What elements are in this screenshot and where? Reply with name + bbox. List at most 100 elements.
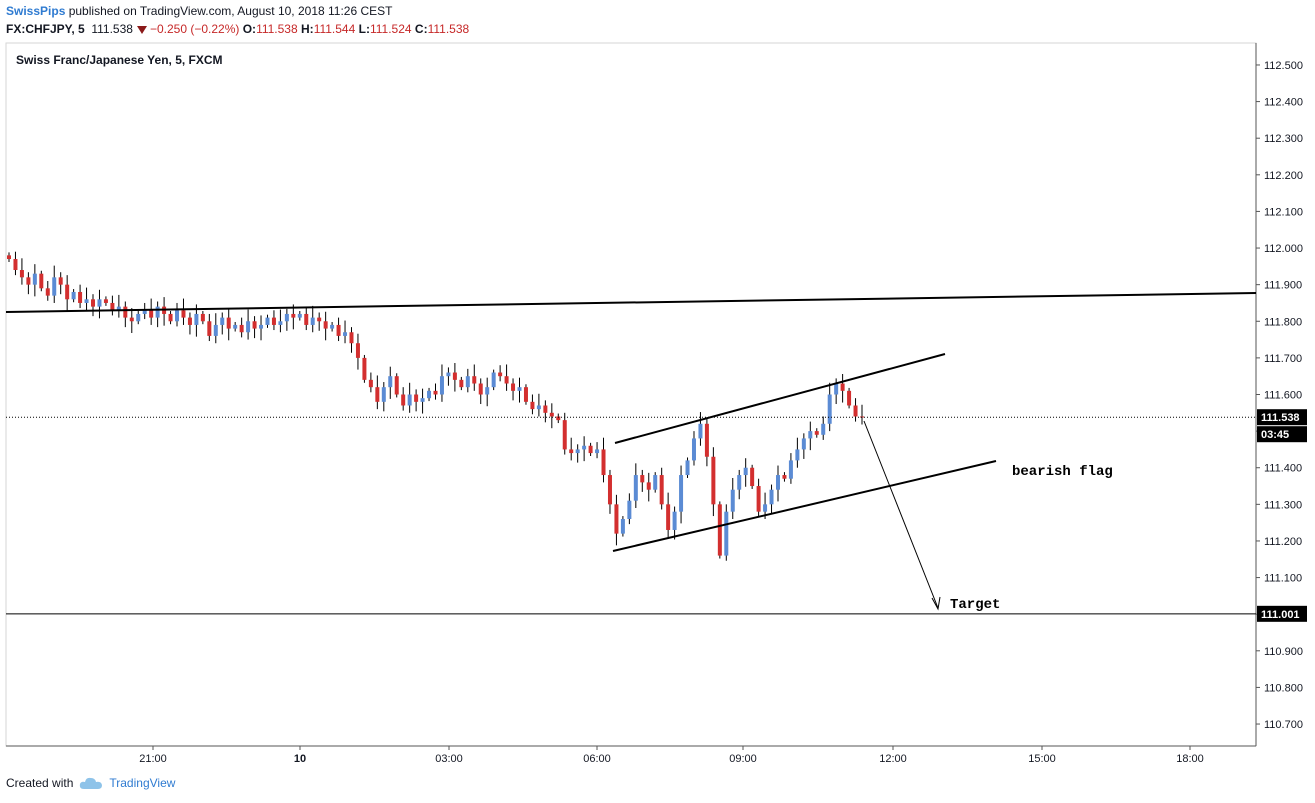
candle-body [511, 383, 516, 391]
candle-body [698, 423, 703, 439]
candle [769, 484, 774, 514]
candle-body [633, 475, 638, 501]
candle-body [427, 390, 432, 399]
candle [724, 504, 729, 561]
candle [355, 333, 360, 370]
candle [207, 313, 212, 342]
candle [646, 472, 651, 502]
candle-body [763, 504, 768, 512]
candle-body [97, 299, 102, 307]
candle-body [175, 310, 180, 322]
candle [459, 376, 464, 391]
candle [588, 442, 593, 457]
candle-body [291, 313, 296, 318]
candle-body [317, 317, 322, 322]
candle [737, 469, 742, 500]
candle [498, 365, 503, 382]
candle [633, 463, 638, 509]
candle-body [433, 390, 438, 395]
target-arrow-head-icon [931, 596, 941, 611]
candle [601, 437, 606, 483]
tradingview-link[interactable]: TradingView [109, 776, 176, 790]
candle [155, 301, 160, 328]
candle-body [213, 324, 218, 336]
candle-body [653, 475, 658, 490]
candle [607, 469, 612, 514]
candle [65, 275, 70, 312]
candle-body [588, 445, 593, 454]
candle-body [401, 394, 406, 406]
candle-body [368, 379, 373, 388]
candle-body [666, 504, 671, 530]
candle-body [498, 372, 503, 377]
candle-body [543, 405, 548, 413]
candle [743, 458, 748, 487]
close-label: C: [414, 22, 428, 36]
time-tick-label: 12:00 [879, 753, 907, 765]
candle [39, 270, 44, 292]
price-tick-label: 110.700 [1264, 719, 1303, 731]
candle [575, 444, 580, 463]
candle [485, 377, 490, 407]
candle [52, 265, 57, 303]
author-link[interactable]: SwissPips [6, 4, 66, 18]
candle [853, 398, 858, 422]
candle-body [323, 321, 328, 329]
candle [375, 375, 380, 410]
candle [433, 383, 438, 400]
candle-body [394, 376, 399, 395]
candle [297, 311, 302, 321]
candle-body [226, 317, 231, 329]
time-tick-label: 10 [294, 753, 306, 765]
candle-body [601, 449, 606, 476]
candle [627, 493, 632, 525]
countdown-label-bg [1257, 426, 1307, 443]
price-tick-label: 111.400 [1264, 463, 1302, 475]
candle-body [168, 313, 173, 322]
candle [91, 294, 96, 317]
candle-body [207, 321, 212, 336]
candle [362, 354, 367, 383]
candle [252, 316, 257, 339]
price-axis[interactable]: 112.500 112.400 112.300 112.200 112.100 112.0… [1256, 60, 1303, 731]
candle [168, 311, 173, 325]
last-price: 111.538 [91, 22, 133, 36]
candle-body [330, 324, 335, 329]
price-tick-label: 111.900 [1264, 280, 1302, 292]
price-tick-label: 111.100 [1264, 573, 1302, 585]
price-labels: 111.538 03:45 111.001 [1257, 409, 1307, 622]
candle-body [485, 387, 490, 395]
candle-body [439, 376, 444, 395]
candle [239, 317, 244, 338]
candle [543, 400, 548, 423]
candle-body [194, 313, 199, 325]
candle [614, 494, 619, 546]
candle [782, 472, 787, 482]
bearish-flag-label: bearish flag [1012, 464, 1113, 480]
candle [821, 416, 826, 440]
candle-body [491, 372, 496, 388]
candle [181, 298, 186, 325]
candle-body [407, 394, 412, 406]
candle-body [530, 401, 535, 410]
candle-body [19, 270, 24, 278]
candle [175, 302, 180, 327]
flag-upper-line [614, 353, 946, 444]
price-tick-label: 112.200 [1264, 170, 1303, 182]
candle-body [834, 383, 839, 395]
candle [569, 437, 574, 461]
time-axis[interactable]: 21:00 10 03:00 06:00 09:00 12:00 15:00 18:00 [139, 746, 1204, 765]
candle-body [52, 277, 57, 296]
candle-body [414, 394, 419, 402]
candle [847, 387, 852, 409]
candle-body [646, 482, 651, 490]
candle-body [375, 387, 380, 402]
candle [465, 368, 470, 393]
price-tick-label: 110.800 [1264, 682, 1303, 694]
candle-body [284, 313, 289, 322]
candle-body [446, 372, 451, 377]
candle-body [478, 383, 483, 395]
candle-body [381, 387, 386, 402]
candle-body [349, 332, 354, 344]
